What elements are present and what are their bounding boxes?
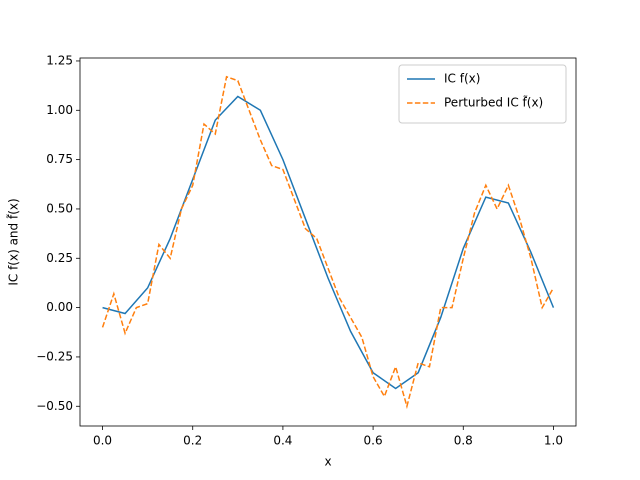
x-axis-label: x bbox=[324, 455, 331, 469]
legend-box bbox=[398, 64, 567, 124]
y-tick-label: 0.50 bbox=[46, 201, 73, 215]
y-tick-label: 0.25 bbox=[46, 251, 73, 265]
y-tick-label: 0.00 bbox=[46, 300, 73, 314]
y-tick-label: −0.25 bbox=[36, 349, 73, 363]
x-tick-label: 0.6 bbox=[364, 434, 383, 448]
y-axis-label: IC f(x) and f̃(x) bbox=[6, 198, 20, 285]
series-line bbox=[101, 75, 555, 410]
y-tick-label: 1.00 bbox=[46, 103, 73, 117]
y-tick-label: 1.25 bbox=[46, 53, 73, 67]
plot-frame bbox=[79, 57, 577, 427]
x-tick-label: 0.4 bbox=[273, 434, 292, 448]
x-tick-label: 0.0 bbox=[93, 434, 112, 448]
x-tick-label: 0.8 bbox=[454, 434, 473, 448]
series-line bbox=[102, 95, 555, 390]
x-tick-label: 1.0 bbox=[544, 434, 563, 448]
legend-label: IC f(x) bbox=[444, 72, 480, 86]
x-tick-label: 0.2 bbox=[183, 434, 202, 448]
legend-label: Perturbed IC f̃(x) bbox=[444, 95, 543, 109]
y-tick-label: 0.75 bbox=[46, 152, 73, 166]
y-tick-label: −0.50 bbox=[36, 399, 73, 413]
